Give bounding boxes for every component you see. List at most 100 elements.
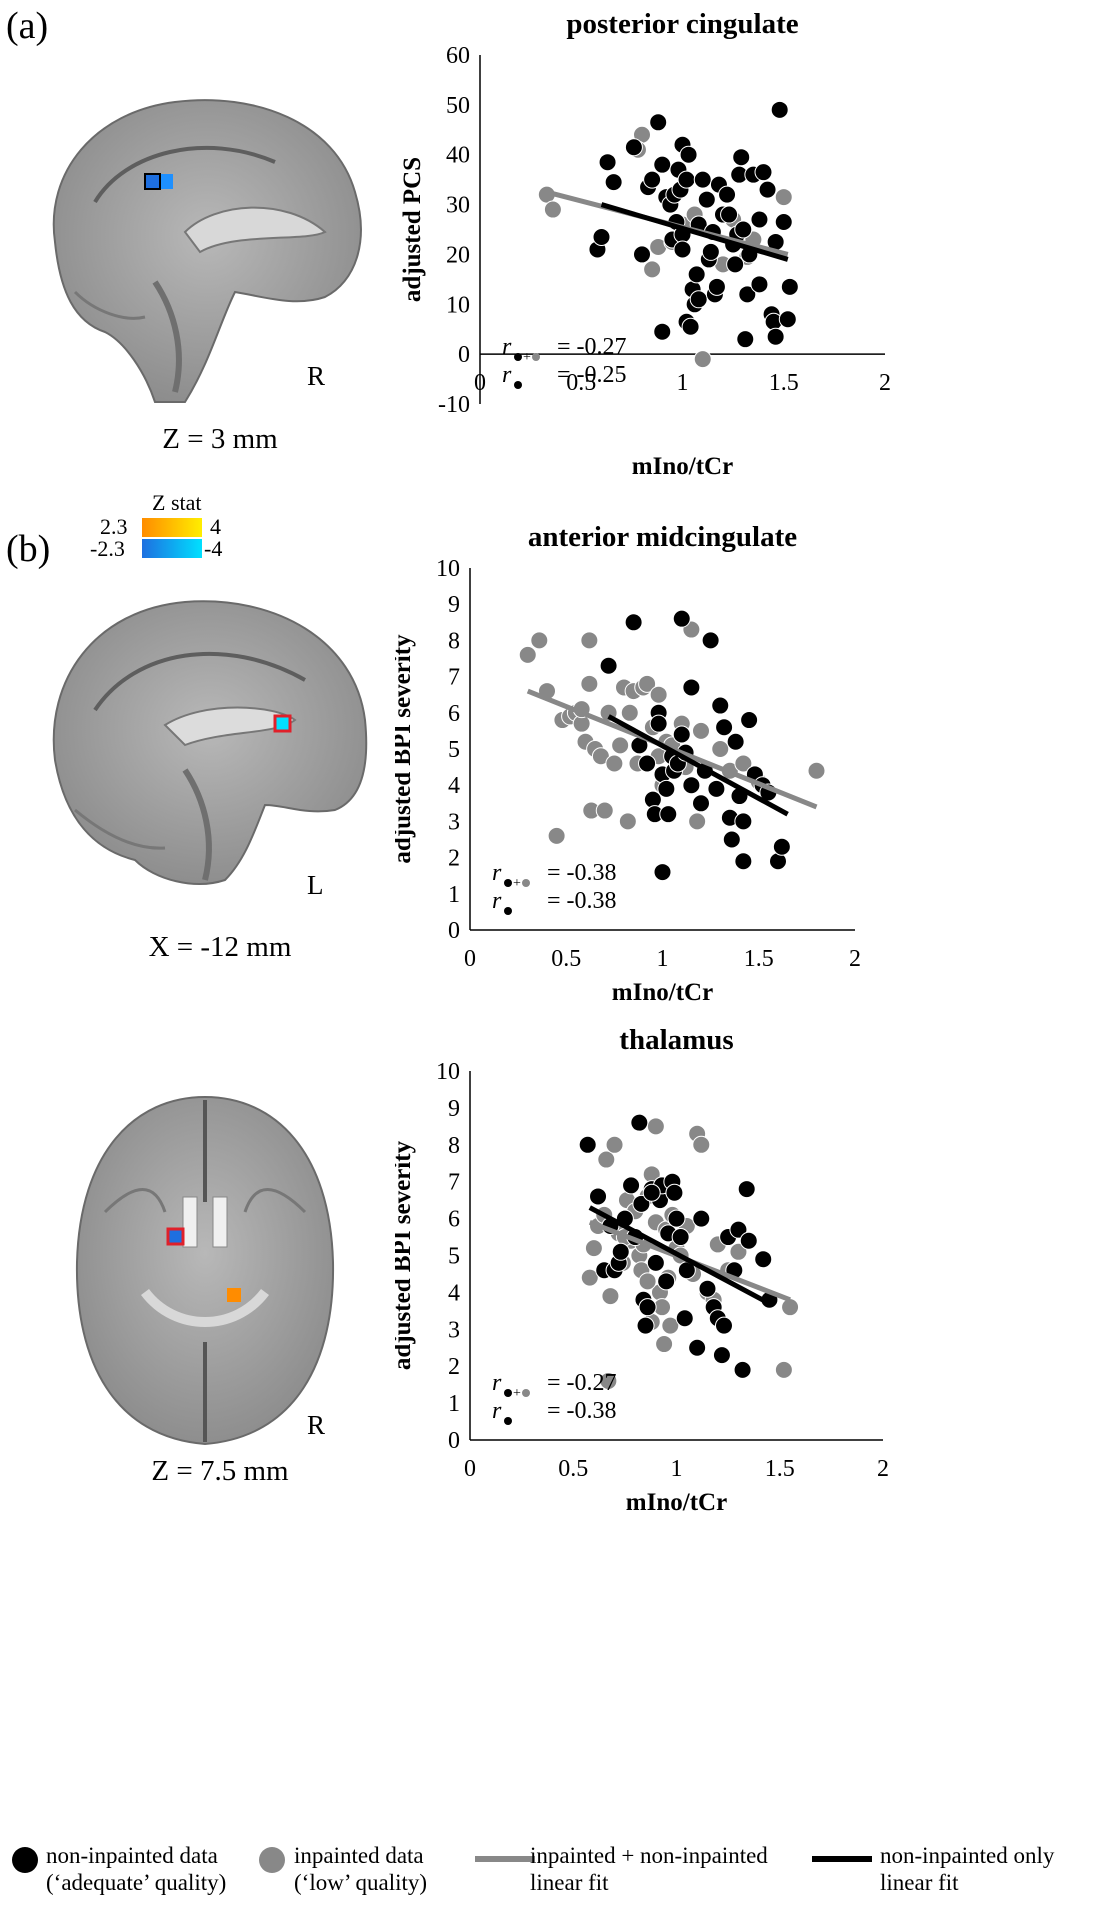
data-point-non-inpainted <box>667 1209 686 1228</box>
y-tick-label: 6 <box>448 1207 460 1233</box>
data-point-inpainted <box>729 1242 748 1261</box>
roi-marker-thalamus-left <box>166 1227 185 1246</box>
data-point-non-inpainted <box>726 732 745 751</box>
data-point-non-inpainted <box>711 696 730 715</box>
data-point-non-inpainted <box>740 711 759 730</box>
fit-line-non-inpainted <box>607 714 789 817</box>
data-point-non-inpainted <box>707 779 726 798</box>
stat-r-symbol: r <box>492 1370 502 1396</box>
stat-marker-non-inpainted <box>514 353 522 361</box>
data-point-non-inpainted <box>707 277 726 296</box>
data-point-non-inpainted <box>643 170 662 189</box>
legend-text-line2: linear fit <box>530 1870 609 1895</box>
y-tick-label: 1 <box>448 1391 460 1417</box>
y-tick-label: 4 <box>448 1280 460 1306</box>
stat-value: = -0.27 <box>557 334 627 360</box>
y-tick-label: 7 <box>448 665 460 691</box>
data-point-non-inpainted <box>718 185 737 204</box>
colorbar-neg-min: -2.3 <box>90 536 125 561</box>
y-tick-label: 30 <box>446 193 470 219</box>
stat-marker-non-inpainted <box>514 381 522 389</box>
x-tick-label: 1 <box>671 1456 683 1482</box>
data-point-non-inpainted <box>604 173 623 192</box>
data-point-non-inpainted <box>780 277 799 296</box>
data-point-inpainted <box>618 812 637 831</box>
y-axis-label: adjusted BPI severity <box>395 634 416 864</box>
orientation-label-2: L <box>307 870 324 900</box>
x-tick-label: 0 <box>464 1456 476 1482</box>
data-point-non-inpainted <box>732 148 751 167</box>
stat-marker-non-inpainted <box>504 879 512 887</box>
data-point-inpainted <box>597 1150 616 1169</box>
data-point-inpainted <box>595 801 614 820</box>
data-point-non-inpainted <box>611 1242 630 1261</box>
legend-text-line2: (‘low’ quality) <box>294 1870 428 1895</box>
data-point-inpainted <box>580 631 599 650</box>
y-tick-label: 9 <box>448 592 460 618</box>
legend-text-line1: inpainted data <box>294 1843 424 1868</box>
data-point-non-inpainted <box>624 613 643 632</box>
x-tick-label: 1.5 <box>744 946 774 972</box>
data-point-non-inpainted <box>671 1228 690 1247</box>
stat-marker-non-inpainted <box>504 1389 512 1397</box>
panel-label-b: (b) <box>6 528 51 570</box>
legend-swatch-non-inpainted <box>12 1847 38 1873</box>
data-point-non-inpainted <box>649 714 668 733</box>
data-point-non-inpainted <box>679 145 698 164</box>
legend-text-line1: inpainted + non-inpainted <box>530 1843 768 1868</box>
data-point-non-inpainted <box>592 227 611 246</box>
stat-plus: + <box>513 876 521 891</box>
data-point-non-inpainted <box>653 322 672 341</box>
stat-plus: + <box>523 350 531 365</box>
data-point-inpainted <box>638 1272 657 1291</box>
data-point-non-inpainted <box>697 190 716 209</box>
data-point-non-inpainted <box>729 1220 748 1239</box>
x-axis-label: mIno/tCr <box>632 453 733 480</box>
data-point-inpainted <box>734 754 753 773</box>
y-tick-label: 5 <box>448 737 460 763</box>
y-tick-label: 10 <box>436 1059 460 1085</box>
data-point-non-inpainted <box>688 1338 707 1357</box>
data-point-non-inpainted <box>632 1194 651 1213</box>
y-tick-label: 10 <box>436 556 460 582</box>
brain-image-sagittal-pcc <box>52 99 362 403</box>
data-point-non-inpainted <box>770 100 789 119</box>
stat-r-symbol: r <box>502 362 512 388</box>
data-point-non-inpainted <box>649 113 668 132</box>
x-tick-label: 0.5 <box>558 1456 588 1482</box>
data-point-inpainted <box>692 721 710 740</box>
data-point-non-inpainted <box>715 718 734 737</box>
colorbar-title: Z stat <box>152 490 202 515</box>
brain-caption-1: Z = 3 mm <box>162 423 278 455</box>
data-point-non-inpainted <box>677 170 696 189</box>
chart-title: anterior midcingulate <box>528 521 797 553</box>
brain-caption-3: Z = 7.5 mm <box>151 1455 289 1487</box>
data-point-non-inpainted <box>733 1360 752 1379</box>
data-point-non-inpainted <box>720 205 739 224</box>
data-point-non-inpainted <box>636 1316 655 1335</box>
legend-text-line1: non-inpainted only <box>880 1843 1055 1868</box>
scatter-chart-anterior-midcingulate: anterior midcingulate 0 1 2 3 4 5 6 7 8 9 10 0 0.5 1 1.… <box>395 521 861 1006</box>
x-tick-label: 1 <box>677 370 689 396</box>
stat-r-symbol: r <box>492 860 502 886</box>
data-point-inpainted <box>580 1268 599 1287</box>
data-point-non-inpainted <box>638 1298 657 1317</box>
x-tick-label: 1.5 <box>769 370 799 396</box>
data-point-non-inpainted <box>766 327 785 346</box>
data-point-non-inpainted <box>622 1176 641 1195</box>
stat-marker-non-inpainted <box>504 907 512 915</box>
data-point-non-inpainted <box>672 609 691 628</box>
roi-marker-pcc <box>144 173 161 190</box>
stat-value: = -0.38 <box>547 860 617 886</box>
brain-image-axial-thalamus <box>75 1095 335 1446</box>
colorbar-pos-max: 4 <box>210 514 221 539</box>
data-point-inpainted <box>584 1239 603 1258</box>
y-tick-label: 60 <box>446 43 470 69</box>
data-point-inpainted <box>620 703 639 722</box>
panel-label-a: (a) <box>6 5 49 47</box>
brain-caption-2: X = -12 mm <box>148 931 292 963</box>
y-tick-label: 1 <box>448 882 460 908</box>
stat-marker-inpainted <box>532 353 540 361</box>
data-point-non-inpainted <box>673 240 692 259</box>
